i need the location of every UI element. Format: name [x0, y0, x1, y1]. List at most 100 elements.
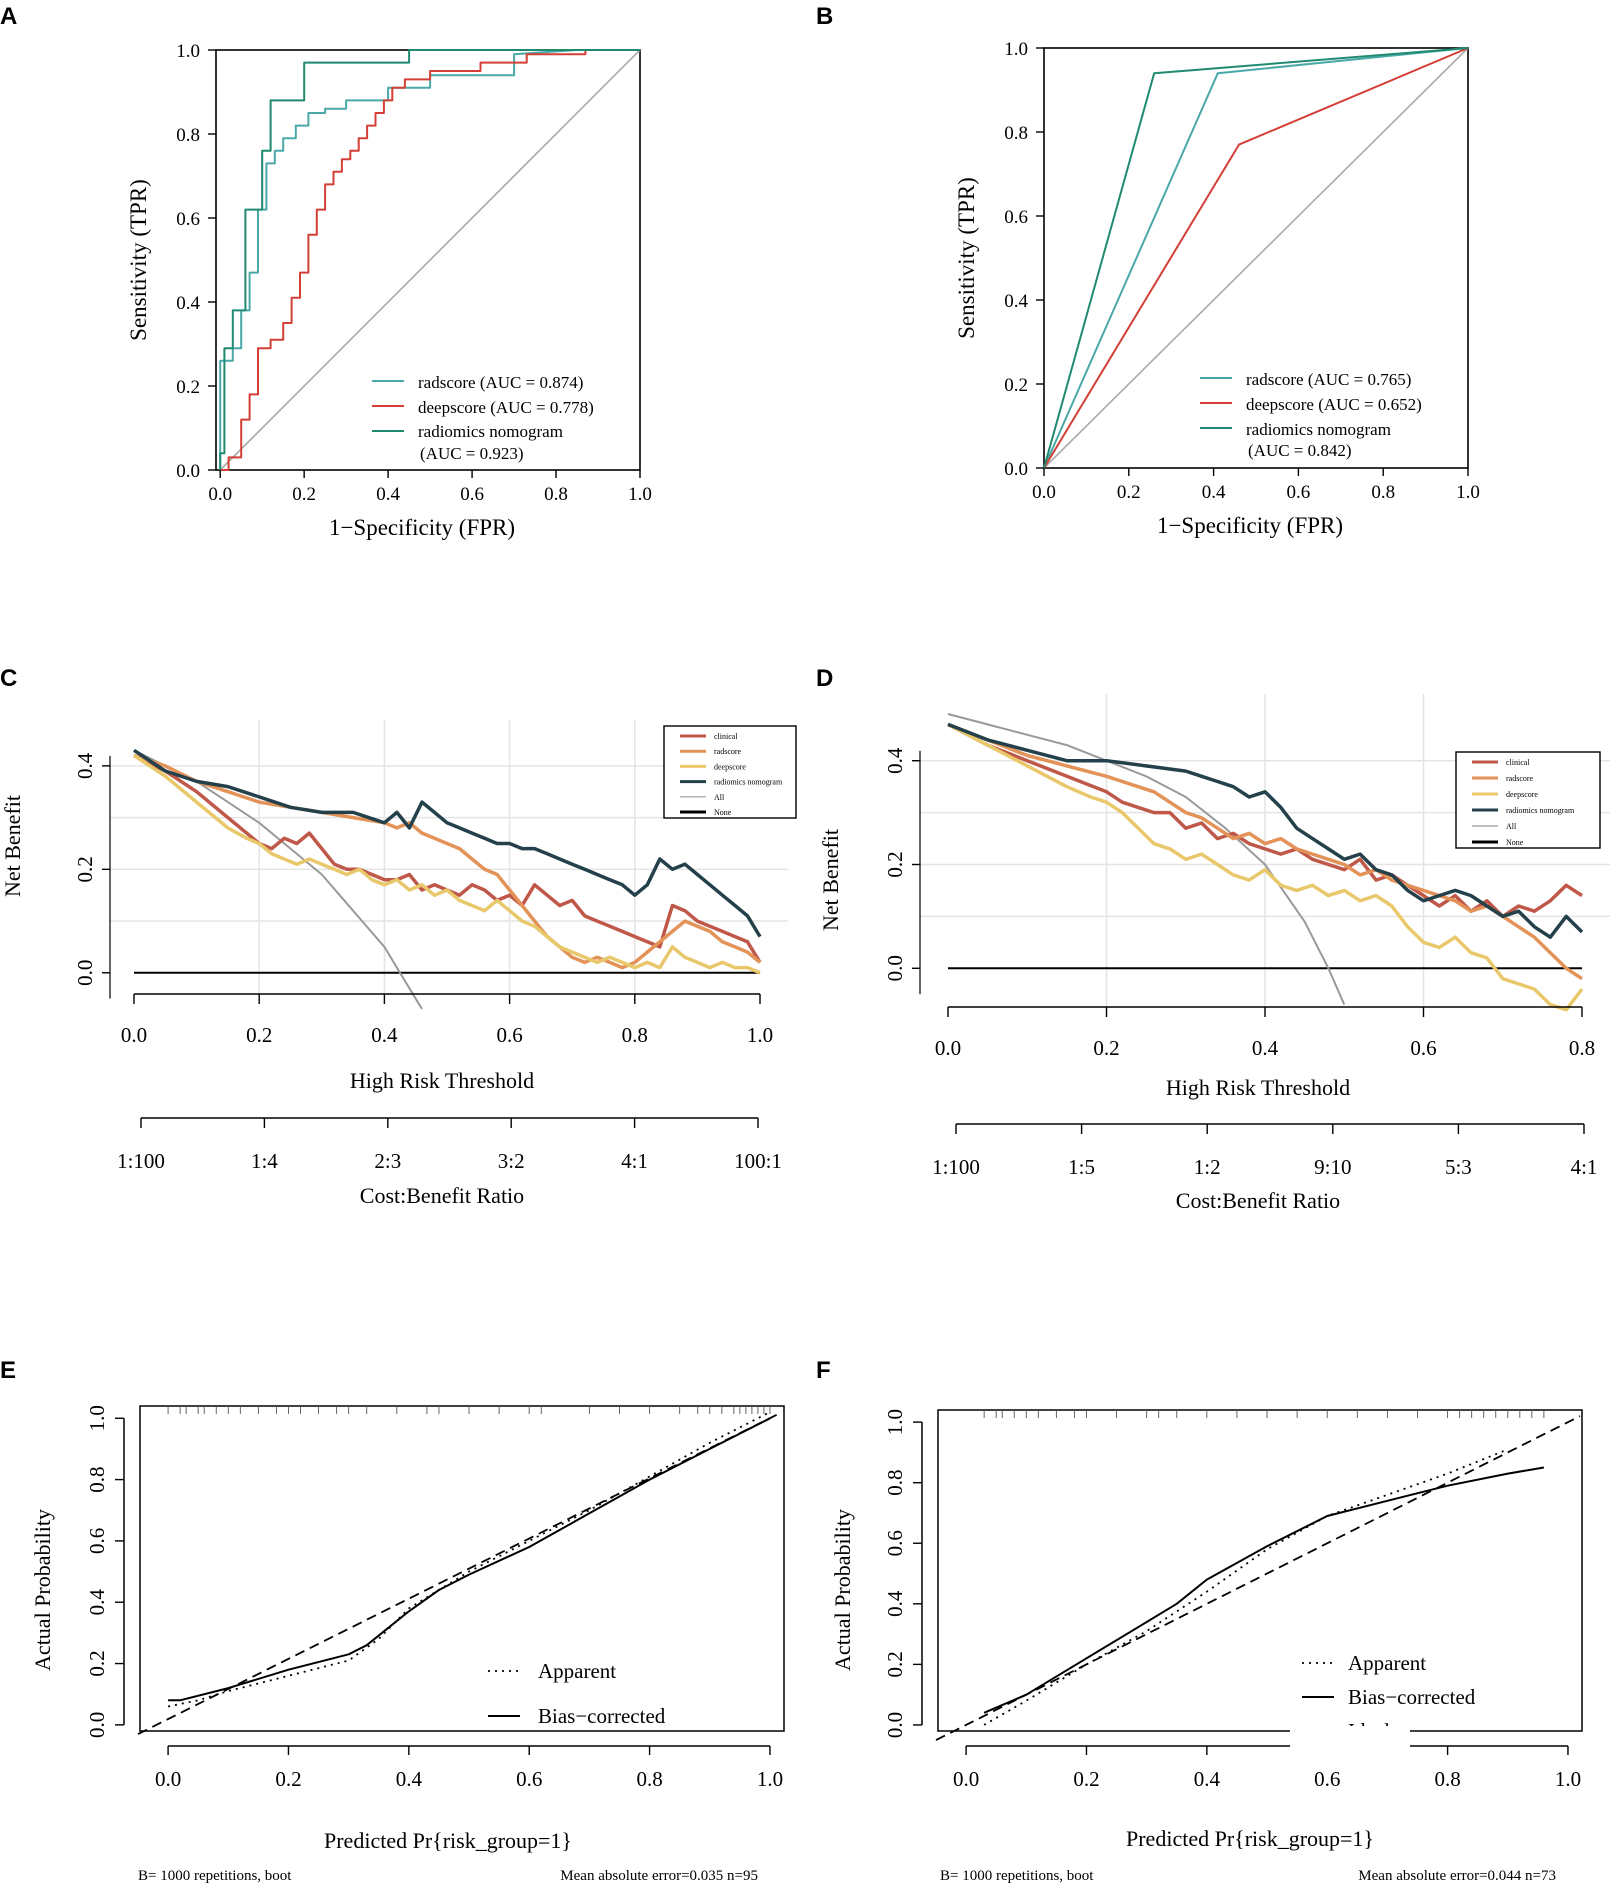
footer-note: B= 1000 repetitions, boot — [940, 1868, 1094, 1884]
legend-label-radscore: radscore (AUC = 0.765) — [1246, 370, 1411, 389]
plot-frame — [1043, 47, 1469, 469]
x-tick-label: 0.0 — [953, 1767, 979, 1791]
ratio-tick-label: 9:10 — [1314, 1155, 1351, 1179]
y-tick-label: 0.2 — [883, 851, 907, 877]
plot-frame — [937, 1409, 1583, 1732]
x-tick-label: 0.4 — [371, 1023, 398, 1047]
y-axis-label: Sensitivity (TPR) — [954, 177, 979, 339]
x-tick-label: 1.0 — [1555, 1767, 1581, 1791]
x-axis-label-secondary: Cost:Benefit Ratio — [1176, 1188, 1340, 1213]
legend: radscore (AUC = 0.874) deepscore (AUC = … — [372, 373, 594, 463]
y-axis-label: Actual Probability — [30, 1509, 55, 1671]
x-tick-label: 0.2 — [292, 484, 316, 505]
ratio-tick-label: 1:4 — [251, 1149, 278, 1173]
y-tick-label: 0.2 — [883, 1651, 907, 1677]
x-tick-label: 0.0 — [935, 1036, 961, 1060]
y-tick-label: 0.8 — [176, 125, 200, 146]
legend-label-clinical: clinical — [1506, 758, 1530, 767]
legend-box — [1455, 751, 1601, 849]
calibration-chart-validation: 0.0 0.2 0.4 0.6 0.8 1.0 0.0 0.2 0.4 0.6 0.8 1.0 Pre… — [830, 1409, 1583, 1884]
roc-chart-validation: 0.0 0.2 0.4 0.6 0.8 1.0 0.0 0.2 0.4 0.6 0.8 1.0 1−S… — [954, 39, 1480, 538]
y-axis-label: Sensitivity (TPR) — [126, 179, 151, 341]
dca-line-clinical — [947, 722, 1583, 919]
x-axis-label: 1−Specificity (FPR) — [1157, 513, 1343, 538]
x-tick-label: 0.0 — [121, 1023, 147, 1047]
x-tick-label: 0.2 — [1093, 1036, 1119, 1060]
legend-label-deepscore: deepscore — [714, 762, 746, 771]
x-tick-label: 0.6 — [496, 1023, 522, 1047]
x-tick-label: 0.6 — [1287, 482, 1311, 503]
dca-chart-training: 0.0 0.2 0.4 0.6 0.8 1.0 0.0 0.2 0.4 High Risk Th… — [0, 720, 797, 1208]
legend-label-all: All — [714, 793, 725, 802]
legend-label-radiomics-nomogram: radiomics nomogram — [714, 778, 783, 787]
footer-stats: Mean absolute error=0.044 n=73 — [1358, 1868, 1556, 1884]
dca-line-deepscore — [947, 722, 1584, 1012]
ratio-tick-label: 1:2 — [1194, 1155, 1221, 1179]
calibration-line-apparent — [983, 1448, 1509, 1726]
ratio-tick-label: 2:3 — [374, 1149, 401, 1173]
y-tick-label: 0.0 — [176, 461, 200, 482]
legend-clip — [1290, 1726, 1410, 1756]
y-tick-label: 0.4 — [73, 752, 97, 779]
diagonal-reference-line — [219, 49, 641, 471]
y-axis-label: Actual Probability — [830, 1509, 855, 1671]
ratio-tick-label: 3:2 — [498, 1149, 525, 1173]
x-tick-label: 0.8 — [544, 484, 568, 505]
panel-letter-f: F — [816, 1357, 831, 1384]
x-tick-label: 0.8 — [1569, 1036, 1595, 1060]
dca-line-all — [947, 713, 1346, 1006]
ratio-tick-label: 1:100 — [932, 1155, 980, 1179]
y-tick-label: 0.4 — [176, 293, 200, 314]
x-tick-label: 0.4 — [396, 1767, 423, 1791]
ratio-tick-label: 1:5 — [1068, 1155, 1095, 1179]
calibration-line-apparent — [167, 1411, 771, 1708]
legend: clinical radscore deepscore radiomics nomog… — [663, 725, 797, 819]
y-tick-label: 0.8 — [1004, 123, 1028, 144]
y-tick-label: 1.0 — [176, 41, 200, 62]
roc-curve-deepscore — [1043, 47, 1469, 469]
roc-chart-training: 0.0 0.2 0.4 0.6 0.8 1.0 0.0 0.2 0.4 0.6 0.8 1.0 1−S… — [126, 41, 652, 540]
legend-label-none: None — [1506, 838, 1524, 847]
y-tick-label: 0.4 — [1004, 291, 1028, 312]
legend-label-radscore: radscore — [1506, 774, 1534, 783]
dca-chart-validation: 0.0 0.2 0.4 0.6 0.8 0.0 0.2 0.4 High Risk Thres… — [818, 694, 1610, 1213]
legend-box — [663, 725, 797, 819]
legend-label-nomogram-auc: (AUC = 0.842) — [1248, 441, 1352, 460]
y-tick-label: 0.8 — [883, 1470, 907, 1496]
y-tick-label: 0.6 — [883, 1530, 907, 1556]
dca-line-deepscore — [133, 754, 761, 975]
x-tick-label: 0.4 — [376, 484, 400, 505]
y-tick-label: 1.0 — [85, 1405, 109, 1431]
calibration-line-ideal — [935, 1415, 1581, 1741]
dca-line-radiomics-nomogram — [133, 748, 762, 938]
roc-curve-deepscore — [220, 49, 640, 471]
y-tick-label: 0.0 — [1004, 459, 1028, 480]
x-axis-label: Predicted Pr{risk_group=1} — [324, 1828, 572, 1853]
x-axis-label: High Risk Threshold — [1166, 1075, 1350, 1100]
legend: radscore (AUC = 0.765) deepscore (AUC = … — [1200, 370, 1422, 460]
y-tick-label: 0.2 — [1004, 375, 1028, 396]
panel-letter-a: A — [0, 3, 17, 30]
panel-letter-c: C — [0, 665, 17, 692]
legend-label-deepscore: deepscore (AUC = 0.652) — [1246, 395, 1422, 414]
y-tick-label: 0.6 — [176, 209, 200, 230]
x-axis-label: High Risk Threshold — [350, 1068, 534, 1093]
y-tick-label: 0.6 — [1004, 207, 1028, 228]
legend-label-radscore: radscore — [714, 747, 742, 756]
roc-curve-radscore — [1043, 47, 1469, 469]
x-tick-label: 0.6 — [460, 484, 484, 505]
legend-label-bias-corrected: Bias−corrected — [1348, 1685, 1476, 1709]
dca-line-all — [133, 749, 423, 1010]
x-tick-label: 0.6 — [1410, 1036, 1436, 1060]
y-axis-label: Net Benefit — [0, 795, 25, 897]
x-axis-label-secondary: Cost:Benefit Ratio — [360, 1183, 524, 1208]
x-tick-label: 0.6 — [1314, 1767, 1340, 1791]
legend: Apparent Bias−corrected Ideal — [1290, 1651, 1476, 1756]
y-tick-label: 0.4 — [883, 1590, 907, 1617]
x-tick-label: 0.0 — [208, 484, 232, 505]
dca-line-radiomics-nomogram — [947, 722, 1584, 939]
legend-label-apparent: Apparent — [538, 1659, 616, 1683]
panel-letter-b: B — [816, 3, 833, 30]
y-tick-label: 0.8 — [85, 1466, 109, 1492]
